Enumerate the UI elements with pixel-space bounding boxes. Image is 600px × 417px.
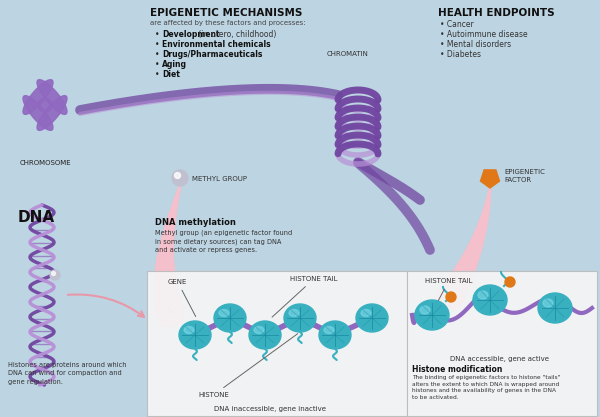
Ellipse shape (23, 95, 53, 131)
Text: Methyl group (an epigenetic factor found
in some dietary sources) can tag DNA
an: Methyl group (an epigenetic factor found… (155, 229, 292, 253)
Text: •: • (155, 70, 160, 79)
Ellipse shape (214, 304, 246, 332)
Circle shape (175, 173, 181, 178)
Text: •: • (155, 40, 160, 49)
Ellipse shape (324, 327, 334, 334)
Text: Diet: Diet (162, 70, 180, 79)
Ellipse shape (219, 309, 229, 317)
Text: GENE: GENE (168, 279, 196, 317)
Ellipse shape (37, 80, 67, 114)
Circle shape (446, 292, 456, 302)
Text: DNA methylation: DNA methylation (155, 218, 236, 227)
Text: DNA: DNA (18, 210, 55, 225)
Ellipse shape (415, 300, 449, 330)
Text: HISTONE TAIL: HISTONE TAIL (425, 278, 473, 301)
FancyBboxPatch shape (147, 271, 407, 416)
Ellipse shape (184, 327, 194, 334)
Text: HISTONE TAIL: HISTONE TAIL (272, 276, 337, 317)
Text: • Mental disorders: • Mental disorders (440, 40, 511, 49)
Ellipse shape (543, 299, 553, 307)
Ellipse shape (254, 327, 264, 334)
Ellipse shape (38, 98, 52, 112)
Text: are affected by these factors and processes:: are affected by these factors and proces… (150, 20, 305, 26)
Ellipse shape (356, 304, 388, 332)
Ellipse shape (284, 304, 316, 332)
Text: The binding of epigenetic factors to histone "tails"
alters the extent to which : The binding of epigenetic factors to his… (412, 375, 560, 400)
Ellipse shape (179, 321, 211, 349)
Ellipse shape (249, 321, 281, 349)
Circle shape (172, 170, 188, 186)
Text: Histones are proteins around which
DNA can wind for compaction and
gene regulati: Histones are proteins around which DNA c… (8, 362, 127, 385)
Polygon shape (481, 170, 500, 188)
Ellipse shape (289, 309, 299, 317)
Text: METHYL GROUP: METHYL GROUP (192, 176, 247, 182)
Ellipse shape (473, 285, 507, 315)
Text: EPIGENETIC
FACTOR: EPIGENETIC FACTOR (504, 169, 545, 183)
Text: DNA inaccessible, gene inactive: DNA inaccessible, gene inactive (214, 406, 326, 412)
Text: HEALTH ENDPOINTS: HEALTH ENDPOINTS (438, 8, 554, 18)
Text: •: • (155, 60, 160, 69)
Text: • Cancer: • Cancer (440, 20, 474, 29)
Circle shape (50, 270, 60, 280)
Ellipse shape (538, 293, 572, 323)
Circle shape (505, 277, 515, 287)
Ellipse shape (319, 321, 351, 349)
Text: Development: Development (162, 30, 220, 39)
Text: (in utero, childhood): (in utero, childhood) (196, 30, 277, 39)
Text: HISTONE: HISTONE (198, 334, 298, 398)
Text: •: • (155, 30, 160, 39)
Text: Drugs/Pharmaceuticals: Drugs/Pharmaceuticals (162, 50, 262, 59)
Ellipse shape (478, 291, 488, 299)
Ellipse shape (361, 309, 371, 317)
Text: •: • (155, 50, 160, 59)
Ellipse shape (420, 306, 430, 314)
FancyBboxPatch shape (407, 271, 597, 416)
Text: DNA accessible, gene active: DNA accessible, gene active (451, 356, 550, 362)
Text: • Autoimmune disease: • Autoimmune disease (440, 30, 527, 39)
Text: EPIGENETIC MECHANISMS: EPIGENETIC MECHANISMS (150, 8, 302, 18)
Text: Histone modification: Histone modification (412, 365, 502, 374)
Text: CHROMATIN: CHROMATIN (327, 51, 369, 57)
Text: CHROMOSOME: CHROMOSOME (19, 160, 71, 166)
Text: Environmental chemicals: Environmental chemicals (162, 40, 271, 49)
Text: • Diabetes: • Diabetes (440, 50, 481, 59)
Circle shape (52, 271, 56, 276)
Ellipse shape (23, 80, 53, 114)
Text: Aging: Aging (162, 60, 187, 69)
Ellipse shape (37, 95, 67, 131)
